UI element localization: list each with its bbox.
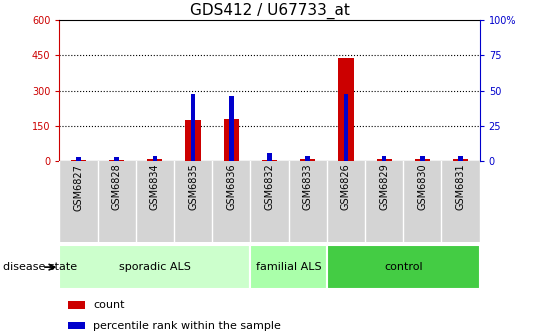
Text: GSM6828: GSM6828 — [112, 164, 122, 210]
Text: GSM6827: GSM6827 — [73, 164, 84, 211]
Bar — [414, 159, 430, 161]
Bar — [382, 156, 386, 161]
Bar — [147, 159, 162, 161]
Bar — [68, 322, 85, 329]
Bar — [251, 245, 327, 289]
Text: control: control — [384, 262, 423, 272]
Text: GSM6835: GSM6835 — [188, 164, 198, 210]
Title: GDS412 / U67733_at: GDS412 / U67733_at — [190, 3, 349, 19]
Text: GSM6830: GSM6830 — [417, 164, 427, 210]
Bar — [267, 153, 272, 161]
Text: GSM6829: GSM6829 — [379, 164, 389, 210]
Bar — [327, 245, 480, 289]
Bar — [109, 160, 125, 161]
Bar — [114, 157, 119, 161]
Bar — [300, 159, 315, 161]
Bar — [153, 156, 157, 161]
Bar — [458, 156, 463, 161]
Bar — [229, 96, 233, 161]
Text: sporadic ALS: sporadic ALS — [119, 262, 191, 272]
Bar — [344, 93, 348, 161]
Bar — [59, 245, 251, 289]
Bar — [262, 160, 277, 161]
Text: GSM6834: GSM6834 — [150, 164, 160, 210]
Text: percentile rank within the sample: percentile rank within the sample — [93, 321, 281, 331]
Bar — [453, 159, 468, 161]
Bar — [76, 157, 81, 161]
Text: familial ALS: familial ALS — [256, 262, 321, 272]
Bar — [191, 93, 195, 161]
Bar — [71, 160, 86, 161]
Text: GSM6832: GSM6832 — [265, 164, 274, 210]
Bar — [420, 156, 425, 161]
Text: count: count — [93, 300, 125, 310]
Bar — [68, 301, 85, 309]
Text: GSM6831: GSM6831 — [455, 164, 466, 210]
Text: GSM6836: GSM6836 — [226, 164, 236, 210]
Bar — [377, 159, 392, 161]
Bar — [306, 156, 310, 161]
Text: disease state: disease state — [3, 262, 77, 272]
Bar — [224, 119, 239, 161]
Text: GSM6826: GSM6826 — [341, 164, 351, 210]
Bar — [185, 120, 201, 161]
Bar — [338, 58, 354, 161]
Text: GSM6833: GSM6833 — [303, 164, 313, 210]
